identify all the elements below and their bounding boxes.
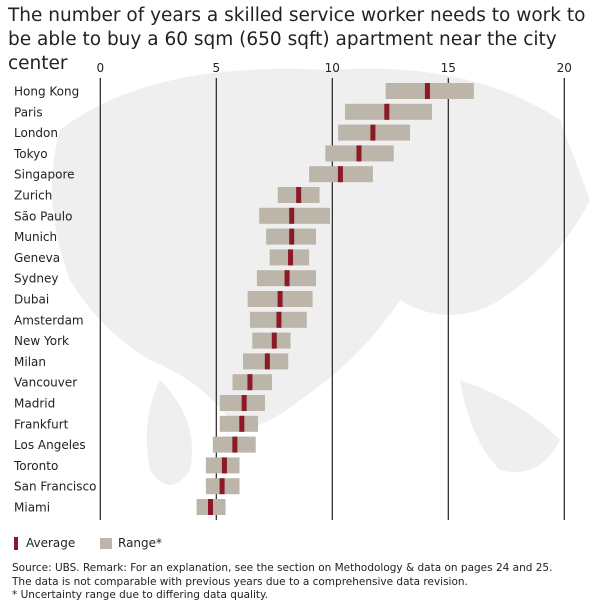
legend-range: Range* [100, 536, 162, 550]
average-marker [356, 145, 362, 162]
legend-range-label: Range* [118, 536, 163, 550]
x-tick-label: 20 [557, 61, 572, 75]
category-label: Zurich [14, 189, 52, 203]
footnotes: Source: UBS. Remark: For an explanation,… [12, 562, 552, 603]
range-swatch [100, 537, 112, 549]
average-marker [219, 478, 225, 495]
average-marker [208, 499, 213, 515]
x-tick-label: 15 [441, 61, 456, 75]
average-marker [239, 415, 245, 432]
category-label: Geneva [14, 251, 60, 265]
chart-title: The number of years a skilled service wo… [8, 5, 586, 74]
average-marker [232, 436, 238, 453]
chart: 0 5 10 15 20 Hong Kong Paris London Tokyo Singapo… [13, 61, 590, 520]
average-marker [288, 249, 294, 266]
category-label: São Paulo [14, 209, 72, 223]
category-label: Frankfurt [14, 417, 69, 431]
average-marker [384, 103, 390, 120]
category-label: Madrid [14, 397, 55, 411]
category-label: Vancouver [14, 376, 77, 390]
x-tick-label: 0 [96, 61, 104, 75]
source-note: Source: UBS. Remark: For an explanation,… [12, 562, 553, 574]
category-label: Milan [14, 355, 46, 369]
range-bar [219, 415, 259, 432]
average-marker [370, 124, 376, 141]
uncertainty-note: * Uncertainty range due to differing dat… [12, 589, 269, 601]
category-label: Los Angeles [14, 438, 86, 452]
average-marker [221, 457, 227, 474]
average-marker [271, 332, 277, 349]
average-marker [296, 187, 302, 203]
average-marker [289, 228, 295, 245]
category-label: Sydney [14, 272, 58, 286]
category-label: Miami [14, 501, 50, 515]
category-label: San Francisco [14, 480, 96, 494]
category-label: Amsterdam [14, 313, 84, 327]
category-label: Paris [14, 105, 43, 119]
category-label: Hong Kong [14, 85, 79, 99]
x-tick-label: 5 [212, 61, 220, 75]
average-marker [424, 83, 430, 99]
range-bar [259, 207, 330, 224]
category-label: Singapore [14, 168, 75, 182]
legend-average-label: Average [26, 536, 76, 550]
x-tick-label: 10 [325, 61, 340, 75]
world-map-background [52, 68, 590, 485]
average-marker [284, 270, 290, 287]
average-marker [264, 353, 270, 370]
category-label: Munich [14, 230, 57, 244]
average-marker [277, 291, 283, 307]
category-label: London [14, 126, 58, 140]
average-marker [337, 166, 343, 183]
average-marker [289, 207, 295, 224]
range-bar [252, 332, 291, 349]
category-label: New York [14, 334, 69, 348]
revision-note: The data is not comparable with previous… [12, 575, 468, 588]
category-label: Tokyo [13, 147, 48, 161]
average-marker [247, 374, 253, 391]
legend-average: Average [14, 536, 75, 550]
average-swatch [14, 536, 18, 550]
category-label: Dubai [14, 293, 49, 307]
average-marker [276, 311, 282, 328]
average-marker [241, 395, 247, 411]
category-label: Toronto [13, 459, 58, 473]
